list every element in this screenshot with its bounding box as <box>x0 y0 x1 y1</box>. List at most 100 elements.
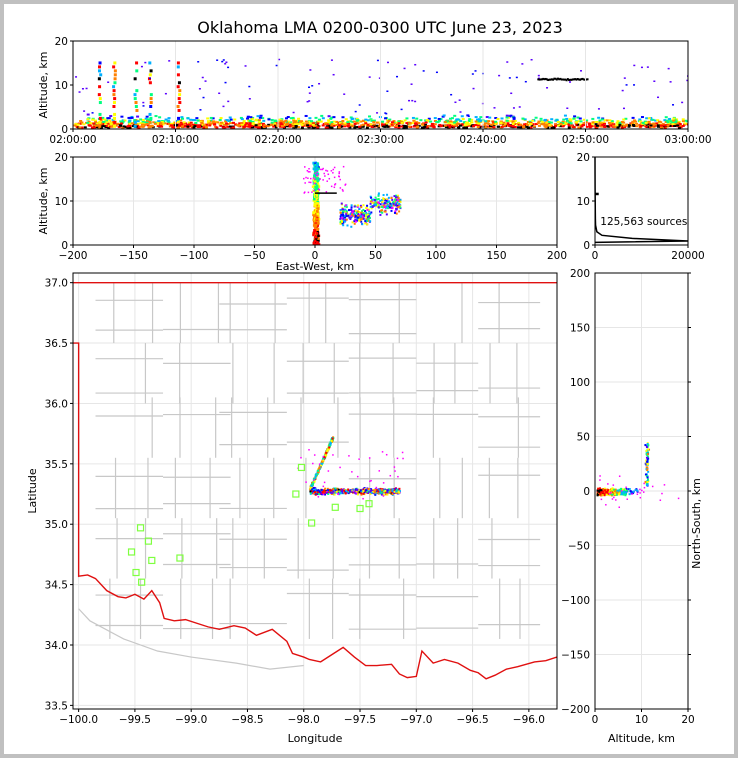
source-cell <box>349 116 353 119</box>
source-dot <box>383 489 386 492</box>
source-cell <box>528 123 532 126</box>
source-dot <box>389 490 392 493</box>
source-cell <box>288 123 292 126</box>
source-cell <box>659 124 663 127</box>
source-cell <box>94 121 98 124</box>
source-dot <box>337 488 340 491</box>
source-cell <box>447 122 451 125</box>
source-dot <box>395 490 398 493</box>
source-dot <box>311 85 314 87</box>
source-cell <box>681 124 685 127</box>
source-cell <box>397 122 401 125</box>
source-cell <box>108 125 112 128</box>
source-dot <box>663 484 666 486</box>
source-cell <box>382 197 385 200</box>
source-cell <box>644 480 647 483</box>
source-cell <box>397 200 400 203</box>
source-cell <box>647 120 651 123</box>
source-dot <box>506 61 509 63</box>
source-cell <box>492 121 496 124</box>
source-cell <box>104 125 108 128</box>
source-cell <box>343 122 347 125</box>
source-cell <box>97 93 101 97</box>
source-cell <box>588 122 592 125</box>
source-dot <box>324 493 327 496</box>
source-cell <box>525 125 529 128</box>
lma-station-marker <box>138 578 146 586</box>
source-cell <box>285 123 289 126</box>
source-cell <box>627 488 630 491</box>
anvil-source <box>538 78 541 81</box>
source-cell <box>280 120 284 123</box>
anvil-source <box>552 78 555 81</box>
source-cell <box>299 120 303 123</box>
source-cell <box>112 105 116 108</box>
source-cell <box>584 121 588 124</box>
source-cell <box>112 89 116 93</box>
source-cell <box>390 209 393 212</box>
source-cell <box>644 444 647 447</box>
source-cell <box>360 215 363 218</box>
source-cell <box>391 198 394 201</box>
source-dot <box>375 490 378 493</box>
source-cell <box>178 124 182 127</box>
source-cell <box>635 122 639 125</box>
source-cell <box>673 118 677 121</box>
source-dot <box>326 180 328 182</box>
source-cell <box>343 216 346 219</box>
source-cell <box>397 194 400 197</box>
source-cell <box>522 124 526 127</box>
source-cell <box>477 118 481 121</box>
y-tick-label: 0 <box>61 124 68 136</box>
source-dot <box>332 172 334 174</box>
source-cell <box>608 119 612 122</box>
source-cell <box>353 122 357 125</box>
source-cell <box>382 123 386 126</box>
y-tick-label: −100 <box>561 595 590 607</box>
source-cell <box>74 122 78 125</box>
source-cell <box>374 196 377 199</box>
source-cell <box>106 122 110 125</box>
anvil-source <box>568 79 571 82</box>
source-cell <box>314 188 317 192</box>
source-cell <box>319 120 323 123</box>
source-cell <box>317 118 321 121</box>
source-cell <box>599 489 602 492</box>
source-dot <box>639 488 641 491</box>
source-cell <box>282 122 286 125</box>
source-cell <box>284 119 288 122</box>
source-dot <box>323 481 326 484</box>
source-cell <box>470 118 474 121</box>
anvil-source <box>582 78 585 81</box>
source-cell <box>615 493 618 496</box>
source-dot <box>198 88 201 90</box>
source-dot <box>224 81 227 84</box>
source-cell <box>342 219 345 222</box>
source-cell <box>499 121 503 124</box>
source-cell <box>475 122 479 125</box>
source-dot <box>362 488 365 491</box>
source-cell <box>613 490 616 493</box>
source-cell <box>91 118 95 121</box>
source-dot <box>314 493 317 496</box>
source-cell <box>578 117 582 120</box>
source-dot <box>225 61 228 64</box>
source-cell <box>645 475 648 478</box>
source-dot <box>315 491 318 494</box>
source-cell <box>112 116 116 120</box>
source-cell <box>554 124 558 127</box>
source-dot <box>340 492 343 495</box>
source-dot <box>310 489 313 492</box>
source-cell <box>367 215 370 218</box>
source-dot <box>397 490 400 493</box>
x-tick-label: 150 <box>486 250 506 262</box>
source-dot <box>669 81 672 83</box>
source-dot <box>332 454 334 456</box>
source-cell <box>545 123 549 126</box>
source-cell <box>343 124 347 127</box>
source-cell <box>113 61 117 65</box>
source-cell <box>314 182 318 186</box>
source-cell <box>646 482 649 485</box>
anvil-source <box>553 77 556 80</box>
source-cell <box>347 214 350 217</box>
